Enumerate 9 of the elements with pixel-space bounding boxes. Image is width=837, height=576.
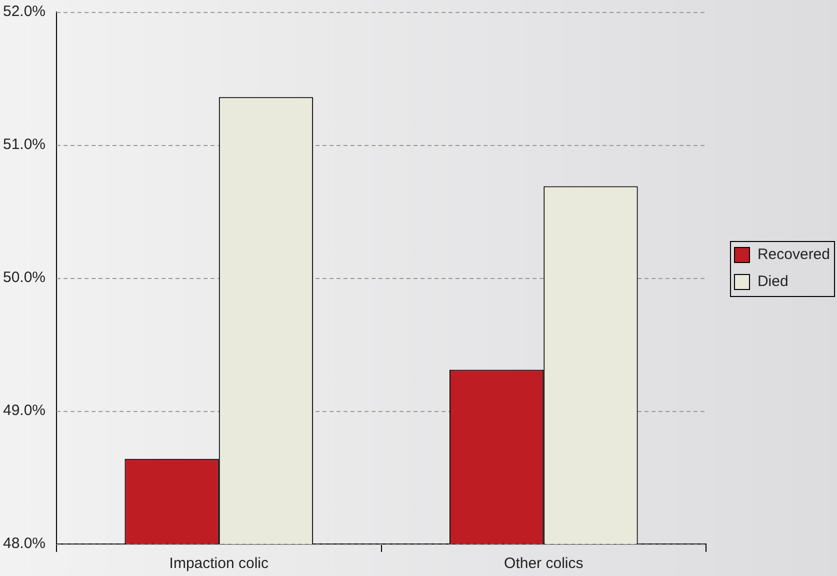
y-tick-label: 49.0% [2,402,46,420]
x-tick-label: Impaction colic [169,555,269,572]
y-tick-label: 51.0% [2,136,46,154]
y-tick-label: 48.0% [2,535,46,552]
x-tick-label: Other colics [504,555,584,572]
legend-label: Recovered [757,246,830,263]
y-tick-label: 50.0% [2,269,46,286]
legend-label: Died [757,273,788,290]
y-tick-label: 52.0% [2,3,46,20]
